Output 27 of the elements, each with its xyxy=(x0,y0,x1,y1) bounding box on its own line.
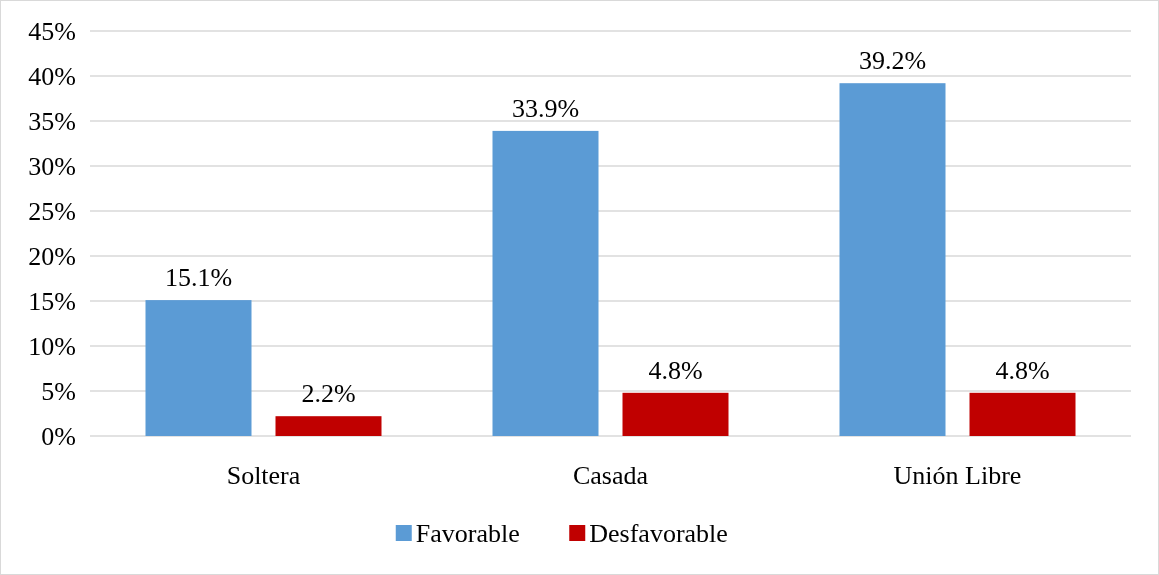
y-tick-label: 45% xyxy=(28,17,76,47)
bar xyxy=(492,130,599,436)
legend-label: Favorable xyxy=(415,519,520,549)
x-tick-label: Casada xyxy=(572,461,649,490)
bar xyxy=(969,392,1076,436)
legend-label: Desfavorable xyxy=(589,519,728,549)
x-tick-label: Unión Libre xyxy=(893,461,1022,490)
y-tick-label: 10% xyxy=(28,332,76,362)
data-label: 39.2% xyxy=(858,46,927,76)
data-label: 15.1% xyxy=(164,263,233,293)
y-tick-label: 25% xyxy=(28,197,76,227)
y-tick-label: 35% xyxy=(28,107,76,137)
y-tick-label: 0% xyxy=(41,422,76,452)
y-tick-label: 15% xyxy=(28,287,76,317)
data-label: 2.2% xyxy=(301,379,356,409)
data-label: 33.9% xyxy=(511,93,580,123)
y-tick-label: 40% xyxy=(28,62,76,92)
x-tick-label: Soltera xyxy=(226,461,301,490)
bar xyxy=(145,300,252,436)
data-label: 4.8% xyxy=(648,355,703,385)
y-tick-label: 30% xyxy=(28,152,76,182)
bar xyxy=(839,83,946,436)
y-tick-label: 5% xyxy=(41,377,76,407)
bar xyxy=(622,392,729,436)
y-tick-label: 20% xyxy=(28,242,76,272)
data-label: 4.8% xyxy=(995,355,1050,385)
bar xyxy=(275,416,382,436)
